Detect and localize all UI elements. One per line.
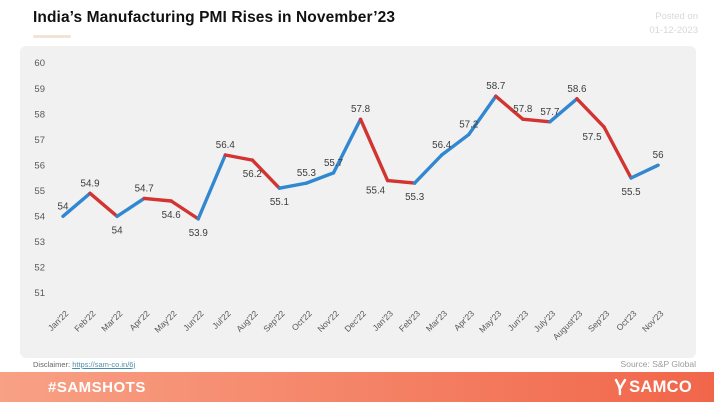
y-tick-label: 56 <box>34 160 45 171</box>
data-label: 57.2 <box>459 120 478 131</box>
data-label: 57.8 <box>513 104 533 115</box>
line-segment <box>223 153 255 162</box>
y-tick-label: 60 <box>34 58 45 69</box>
line-segment <box>277 181 309 190</box>
line-segment <box>196 153 227 221</box>
y-tick-label: 58 <box>34 109 45 120</box>
data-label: 57.7 <box>540 107 559 118</box>
x-tick-label: Apr'22 <box>127 308 151 332</box>
data-label: 55.3 <box>297 168 317 179</box>
line-segment <box>440 132 471 157</box>
line-segment <box>385 178 417 185</box>
line-segment <box>88 191 119 219</box>
line-segment <box>467 94 498 137</box>
x-tick-label: Feb'22 <box>72 308 97 333</box>
x-tick-label: Jul'22 <box>210 308 233 331</box>
x-tick-label: Apr'23 <box>452 308 476 332</box>
y-tick-label: 54 <box>34 212 45 223</box>
data-label: 54.7 <box>135 183 154 194</box>
x-tick-label: Mar'23 <box>424 308 449 333</box>
y-tick-label: 52 <box>34 263 45 274</box>
x-tick-label: Nov'22 <box>315 308 341 334</box>
data-label: 54 <box>58 201 69 212</box>
x-tick-label: Sep'22 <box>261 308 287 334</box>
y-tick-label: 57 <box>34 135 45 146</box>
line-segment <box>575 97 606 129</box>
line-segment <box>521 117 552 124</box>
x-tick-label: Oct'22 <box>290 308 314 332</box>
x-tick-label: July'23 <box>532 308 558 334</box>
disclaimer: Disclaimer: https://sam-co.in/6j <box>33 360 135 369</box>
line-segment <box>358 117 390 183</box>
data-label: 55.3 <box>405 192 425 203</box>
data-label: 55.7 <box>324 158 343 169</box>
data-label: 56.4 <box>216 140 236 151</box>
x-tick-label: May'23 <box>477 308 503 334</box>
data-label: 54 <box>112 225 123 236</box>
line-segment <box>169 199 200 221</box>
data-label: 54.9 <box>81 178 100 189</box>
samco-logo-icon <box>614 378 627 396</box>
line-segment <box>331 117 363 175</box>
footer-bar: #SAMSHOTS SAMCO <box>0 372 714 402</box>
line-segment <box>250 158 282 190</box>
y-tick-label: 51 <box>34 288 45 299</box>
line-segment <box>412 153 444 185</box>
x-tick-label: Jun'22 <box>181 308 206 333</box>
x-tick-label: Mar'22 <box>99 308 124 333</box>
x-tick-label: Jan'22 <box>46 308 71 333</box>
line-segment <box>61 191 92 219</box>
data-label: 58.7 <box>486 81 505 92</box>
data-label: 53.9 <box>189 228 208 239</box>
x-tick-label: Aug'22 <box>234 308 260 334</box>
x-tick-label: Jan'23 <box>370 308 395 333</box>
posted-on-line2: 01-12-2023 <box>649 25 698 37</box>
line-segment <box>602 125 633 180</box>
disclaimer-link[interactable]: https://sam-co.in/6j <box>72 360 136 369</box>
x-tick-label: Nov'23 <box>640 308 666 334</box>
disclaimer-label: Disclaimer: <box>33 360 71 369</box>
posted-on-line1: Posted on <box>655 11 698 22</box>
data-label: 56 <box>653 150 664 161</box>
line-segment <box>304 171 336 185</box>
x-tick-label: May'22 <box>152 308 178 334</box>
y-tick-label: 55 <box>34 186 45 197</box>
page-title: India’s Manufacturing PMI Rises in Novem… <box>33 9 396 26</box>
data-label: 55.5 <box>622 187 642 198</box>
x-tick-label: Dec'22 <box>342 308 368 334</box>
y-tick-label: 53 <box>34 237 45 248</box>
data-label: 55.1 <box>270 197 289 208</box>
x-tick-label: Feb'23 <box>397 308 422 333</box>
x-tick-label: Oct'23 <box>614 308 638 332</box>
samshots-hashtag: #SAMSHOTS <box>48 378 146 396</box>
title-underline <box>33 35 71 38</box>
data-label: 58.6 <box>567 84 587 95</box>
line-segment <box>494 94 525 121</box>
pmi-line-chart: 60 59 58 57 56 55 54 53 52 51 Jan'22 Feb'22 Mar'22 Ap… <box>20 46 696 358</box>
x-tick-label: Jun'23 <box>506 308 531 333</box>
samco-logo-text: SAMCO <box>629 377 692 396</box>
line-segment <box>115 196 146 219</box>
y-tick-label: 59 <box>34 84 45 95</box>
line-segment <box>629 163 660 180</box>
data-label: 56.2 <box>243 169 262 180</box>
data-label: 55.4 <box>366 186 386 197</box>
data-label: 57.8 <box>351 104 371 115</box>
source-credit: Source: S&P Global <box>620 359 696 369</box>
footnote-row: Disclaimer: https://sam-co.in/6j Source:… <box>0 356 714 372</box>
x-tick-label: Sep'23 <box>586 308 612 334</box>
samco-logo: SAMCO <box>613 378 692 397</box>
data-label: 54.6 <box>162 210 182 221</box>
line-segment <box>142 196 173 203</box>
data-label: 57.5 <box>582 132 602 143</box>
data-label: 56.4 <box>432 140 452 151</box>
line-segment <box>548 97 579 124</box>
x-tick-label: August'23 <box>551 308 585 342</box>
posted-on-date: Posted on 01-12-2023 <box>649 10 698 39</box>
